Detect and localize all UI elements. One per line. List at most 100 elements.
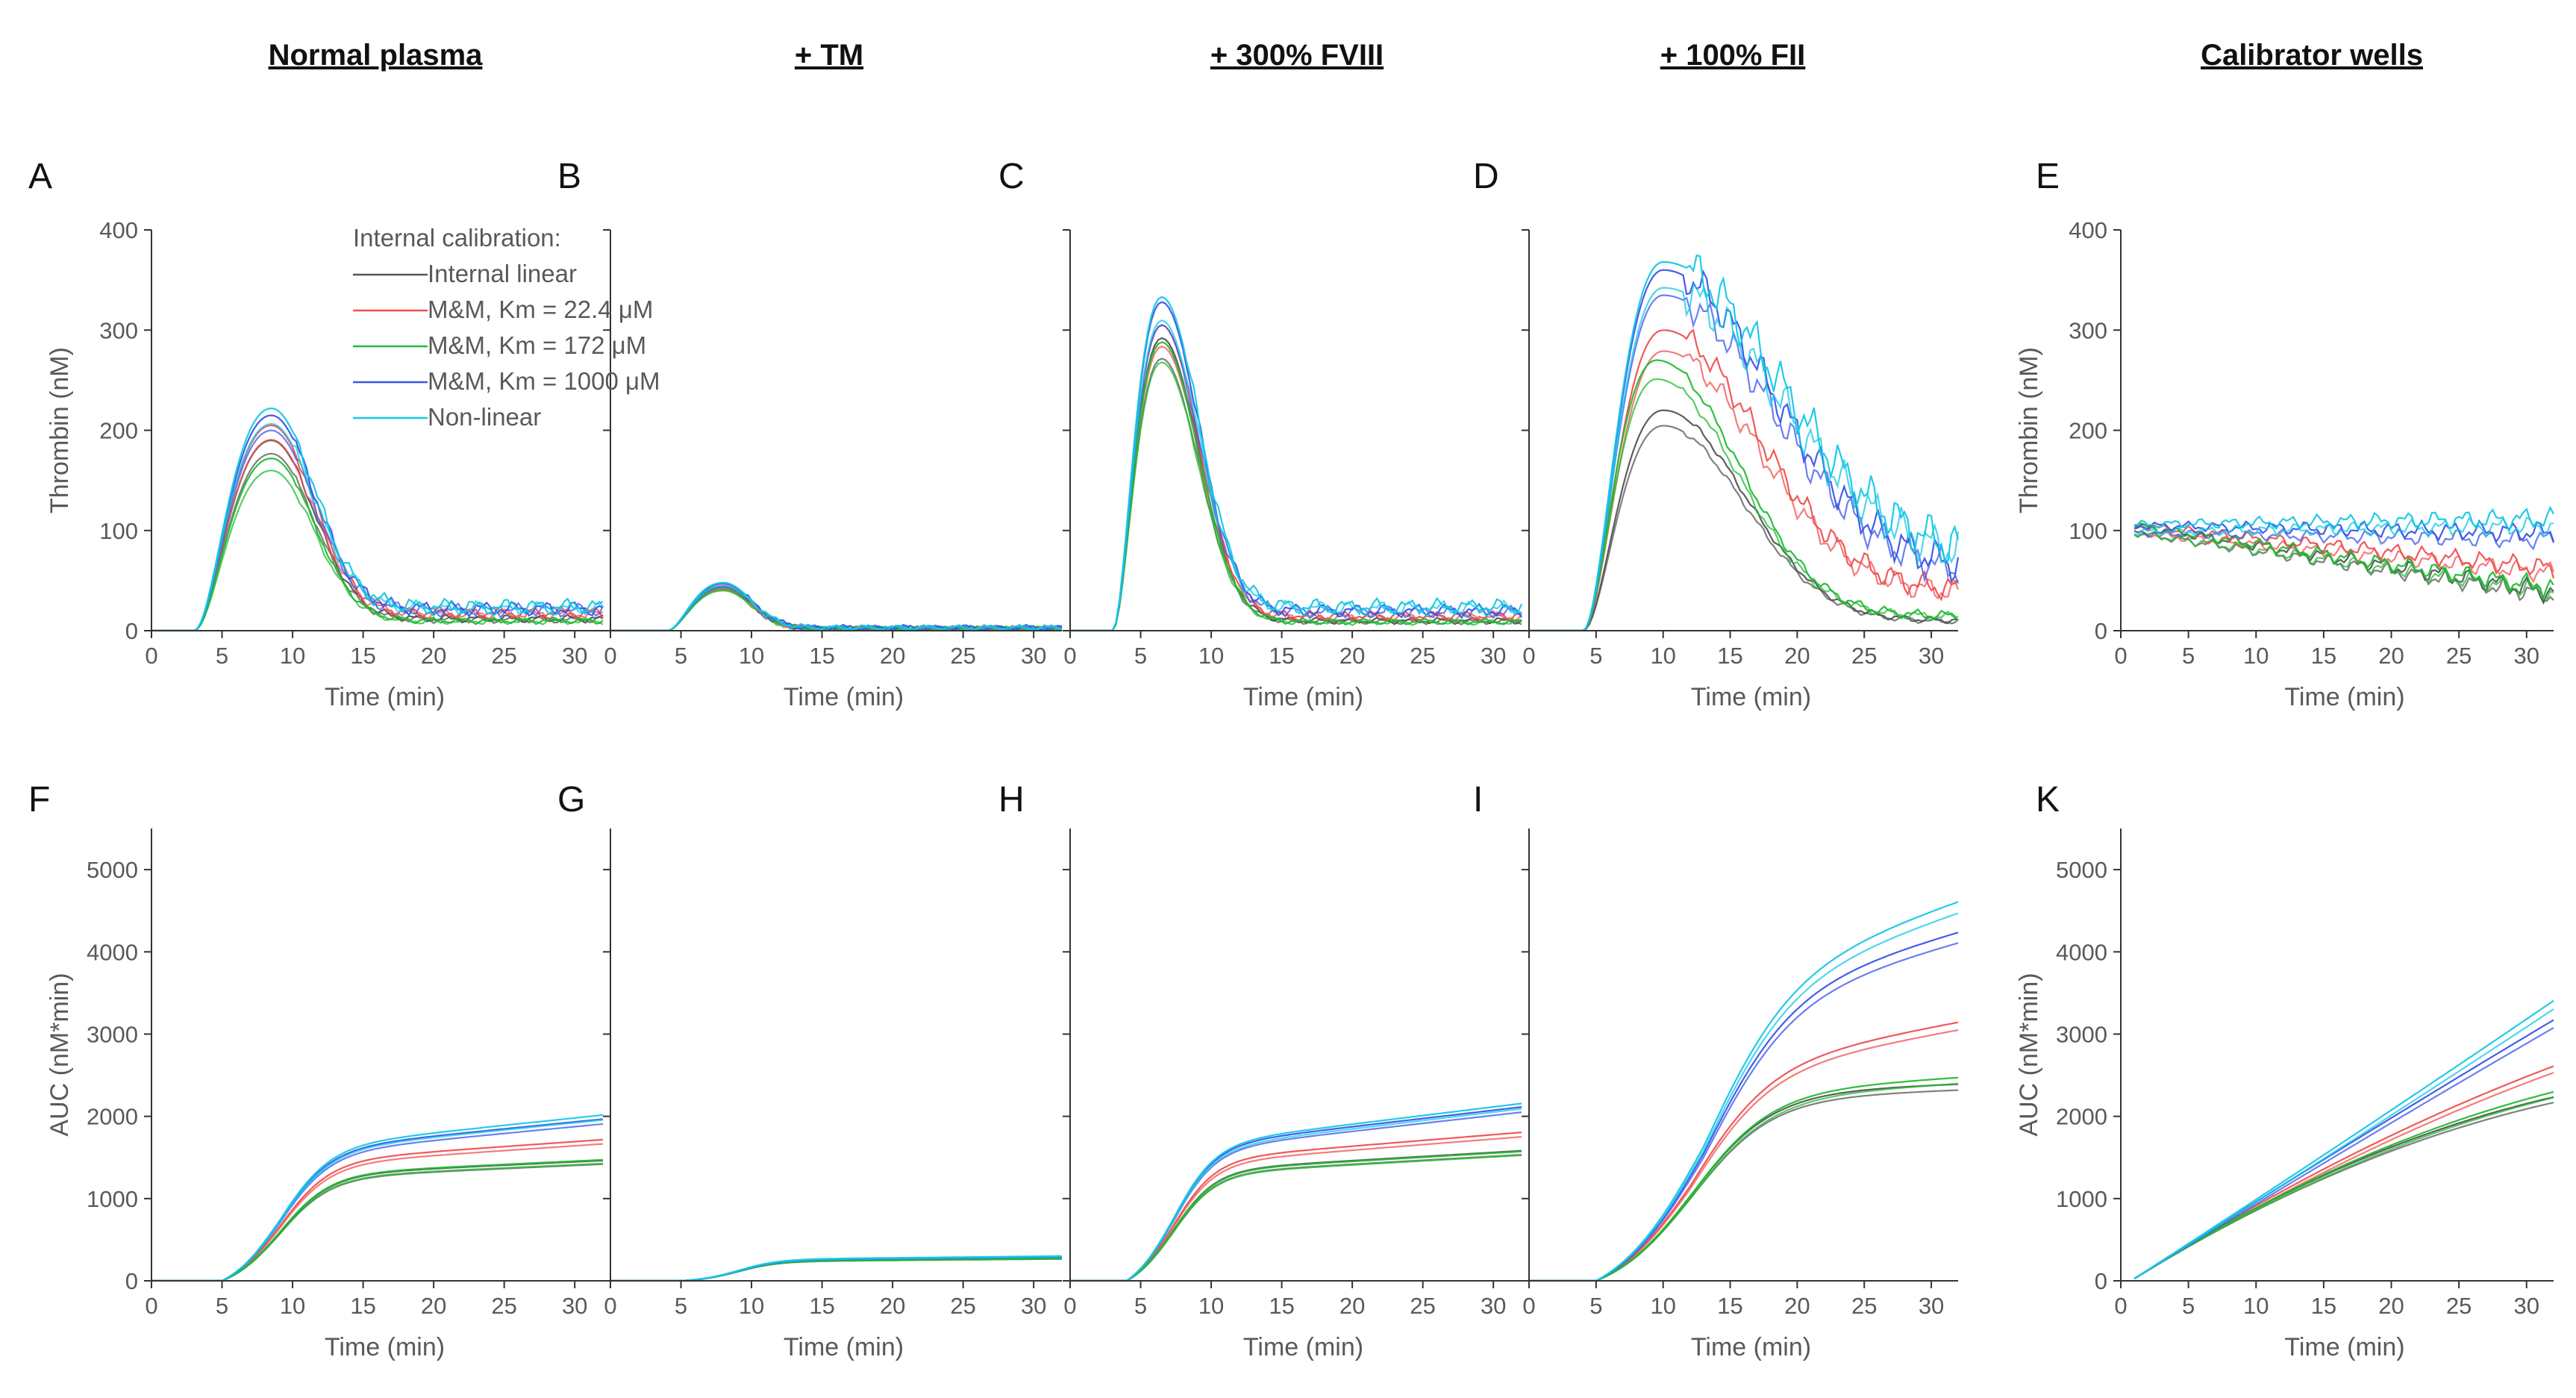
- y-tick-label: 0: [125, 618, 138, 644]
- x-tick-label: 10: [1198, 643, 1224, 669]
- series-line-m-m-km-172-m-rep: [151, 469, 604, 631]
- y-tick-label: 100: [99, 518, 138, 544]
- series-line-m-m-km-172-m: [1070, 341, 1522, 631]
- x-tick-label: 25: [950, 1293, 975, 1319]
- y-tick-label: 200: [99, 418, 138, 444]
- x-tick-label: 5: [216, 643, 228, 669]
- series-line-non-linear-rep: [151, 422, 604, 631]
- x-tick-label: 10: [280, 1293, 305, 1319]
- series-line-internal-linear: [2133, 1096, 2554, 1280]
- x-tick-label: 10: [1650, 643, 1675, 669]
- panel-K: K 0 5 10 15 20 25 30 0 1000 2000 3000 4000 5000 Time (…: [2015, 780, 2554, 1361]
- legend-entry-label: M&M, Km = 1000 μM: [428, 367, 660, 395]
- series-line-non-linear: [1070, 296, 1523, 631]
- x-tick-label: 5: [1589, 643, 1602, 669]
- y-tick-label: 100: [2069, 518, 2107, 544]
- series-line-m-m-km-1000-m-rep: [1070, 324, 1522, 631]
- series-line-m-m-km-22-4-m: [2133, 1065, 2554, 1280]
- series-line-m-m-km-22-4-m: [151, 1138, 604, 1281]
- legend-entry-label: M&M, Km = 22.4 μM: [428, 296, 653, 323]
- series-group: [1070, 1102, 1522, 1281]
- series-line-m-m-km-22-4-m-rep: [2133, 530, 2555, 584]
- column-title-fii: + 100% FII: [1660, 39, 1806, 72]
- y-axis-label: AUC (nM*min): [2015, 973, 2043, 1136]
- x-tick-label: 0: [1063, 643, 1076, 669]
- x-tick-label: 30: [2514, 643, 2539, 669]
- series-line-m-m-km-1000-m: [1070, 301, 1522, 631]
- x-tick-label: 15: [809, 1293, 834, 1319]
- series-line-non-linear: [151, 1114, 604, 1281]
- y-tick-label: 0: [2095, 1268, 2107, 1294]
- y-axis-label: AUC (nM*min): [46, 973, 74, 1136]
- series-line-internal-linear: [151, 1159, 604, 1281]
- series-line-m-m-km-172-m-rep: [610, 1258, 1063, 1281]
- series-group: [2133, 505, 2555, 605]
- panel-I: I 0 5 10 15 20 25 30 Time (min): [1473, 780, 1959, 1361]
- series-line-non-linear-rep: [2133, 516, 2554, 539]
- x-tick-label: 5: [1589, 1293, 1602, 1319]
- series-line-m-m-km-1000-m-rep: [1529, 294, 1960, 631]
- x-tick-label: 0: [604, 1293, 616, 1319]
- series-group: [151, 407, 604, 631]
- x-tick-label: 25: [950, 643, 975, 669]
- series-line-m-m-km-172-m: [1529, 1076, 1959, 1281]
- panel-C: C 0 5 10 15 20 25 30 Time (min): [998, 157, 1523, 711]
- x-tick-label: 15: [809, 643, 834, 669]
- series-line-m-m-km-1000-m: [1070, 1106, 1522, 1281]
- series-line-non-linear: [1070, 1102, 1522, 1281]
- x-axis-label: Time (min): [1691, 683, 1811, 711]
- y-tick-label: 3000: [2056, 1021, 2107, 1047]
- x-tick-label: 0: [1522, 1293, 1535, 1319]
- series-line-m-m-km-22-4-m-rep: [1529, 1029, 1959, 1281]
- x-tick-label: 20: [1339, 1293, 1365, 1319]
- legend-entry-label: Non-linear: [428, 403, 541, 431]
- x-tick-label: 5: [2182, 1293, 2195, 1319]
- x-tick-label: 10: [739, 1293, 764, 1319]
- series-line-non-linear-rep: [1070, 1108, 1522, 1281]
- x-axis-label: Time (min): [2284, 683, 2404, 711]
- x-tick-label: 30: [1481, 643, 1506, 669]
- x-axis-label: Time (min): [1691, 1333, 1811, 1361]
- series-group: [1529, 901, 1959, 1281]
- series-line-internal-linear-rep: [2133, 1102, 2554, 1280]
- series-line-non-linear: [2133, 505, 2554, 531]
- x-tick-label: 25: [2446, 643, 2472, 669]
- x-tick-label: 0: [145, 1293, 157, 1319]
- y-tick-label: 300: [2069, 317, 2107, 343]
- series-line-non-linear-rep: [2133, 1008, 2554, 1280]
- x-tick-label: 15: [350, 1293, 375, 1319]
- x-tick-label: 5: [675, 643, 687, 669]
- series-line-internal-linear-rep: [151, 1163, 604, 1281]
- y-axis-label: Thrombin (nM): [46, 347, 74, 514]
- series-line-internal-linear: [1529, 1083, 1959, 1281]
- series-group: [1529, 255, 1960, 631]
- series-line-m-m-km-172-m-rep: [1529, 378, 1959, 631]
- x-tick-label: 0: [604, 643, 616, 669]
- y-tick-label: 300: [99, 317, 138, 343]
- series-line-m-m-km-22-4-m-rep: [1070, 346, 1522, 631]
- y-tick-label: 2000: [2056, 1104, 2107, 1130]
- x-tick-label: 15: [350, 643, 375, 669]
- y-tick-label: 1000: [2056, 1186, 2107, 1212]
- column-title-tm: + TM: [795, 39, 863, 72]
- x-axis-label: Time (min): [784, 1333, 904, 1361]
- x-tick-label: 5: [2182, 643, 2195, 669]
- x-tick-label: 15: [1717, 643, 1742, 669]
- series-line-m-m-km-22-4-m: [1529, 1021, 1959, 1281]
- series-line-m-m-km-22-4-m-rep: [1529, 350, 1960, 631]
- x-tick-label: 30: [1919, 1293, 1944, 1319]
- series-group: [2133, 999, 2554, 1280]
- x-tick-label: 15: [1269, 1293, 1294, 1319]
- x-tick-label: 10: [2243, 643, 2269, 669]
- x-tick-label: 10: [1650, 1293, 1675, 1319]
- x-tick-label: 0: [1063, 1293, 1076, 1319]
- series-line-m-m-km-172-m-rep: [1070, 1154, 1522, 1281]
- x-tick-label: 5: [216, 1293, 228, 1319]
- x-tick-label: 25: [491, 643, 516, 669]
- series-group: [610, 1255, 1063, 1281]
- series-line-m-m-km-172-m-rep: [2133, 1096, 2554, 1280]
- series-group: [1070, 296, 1523, 631]
- series-line-m-m-km-172-m: [151, 1158, 604, 1281]
